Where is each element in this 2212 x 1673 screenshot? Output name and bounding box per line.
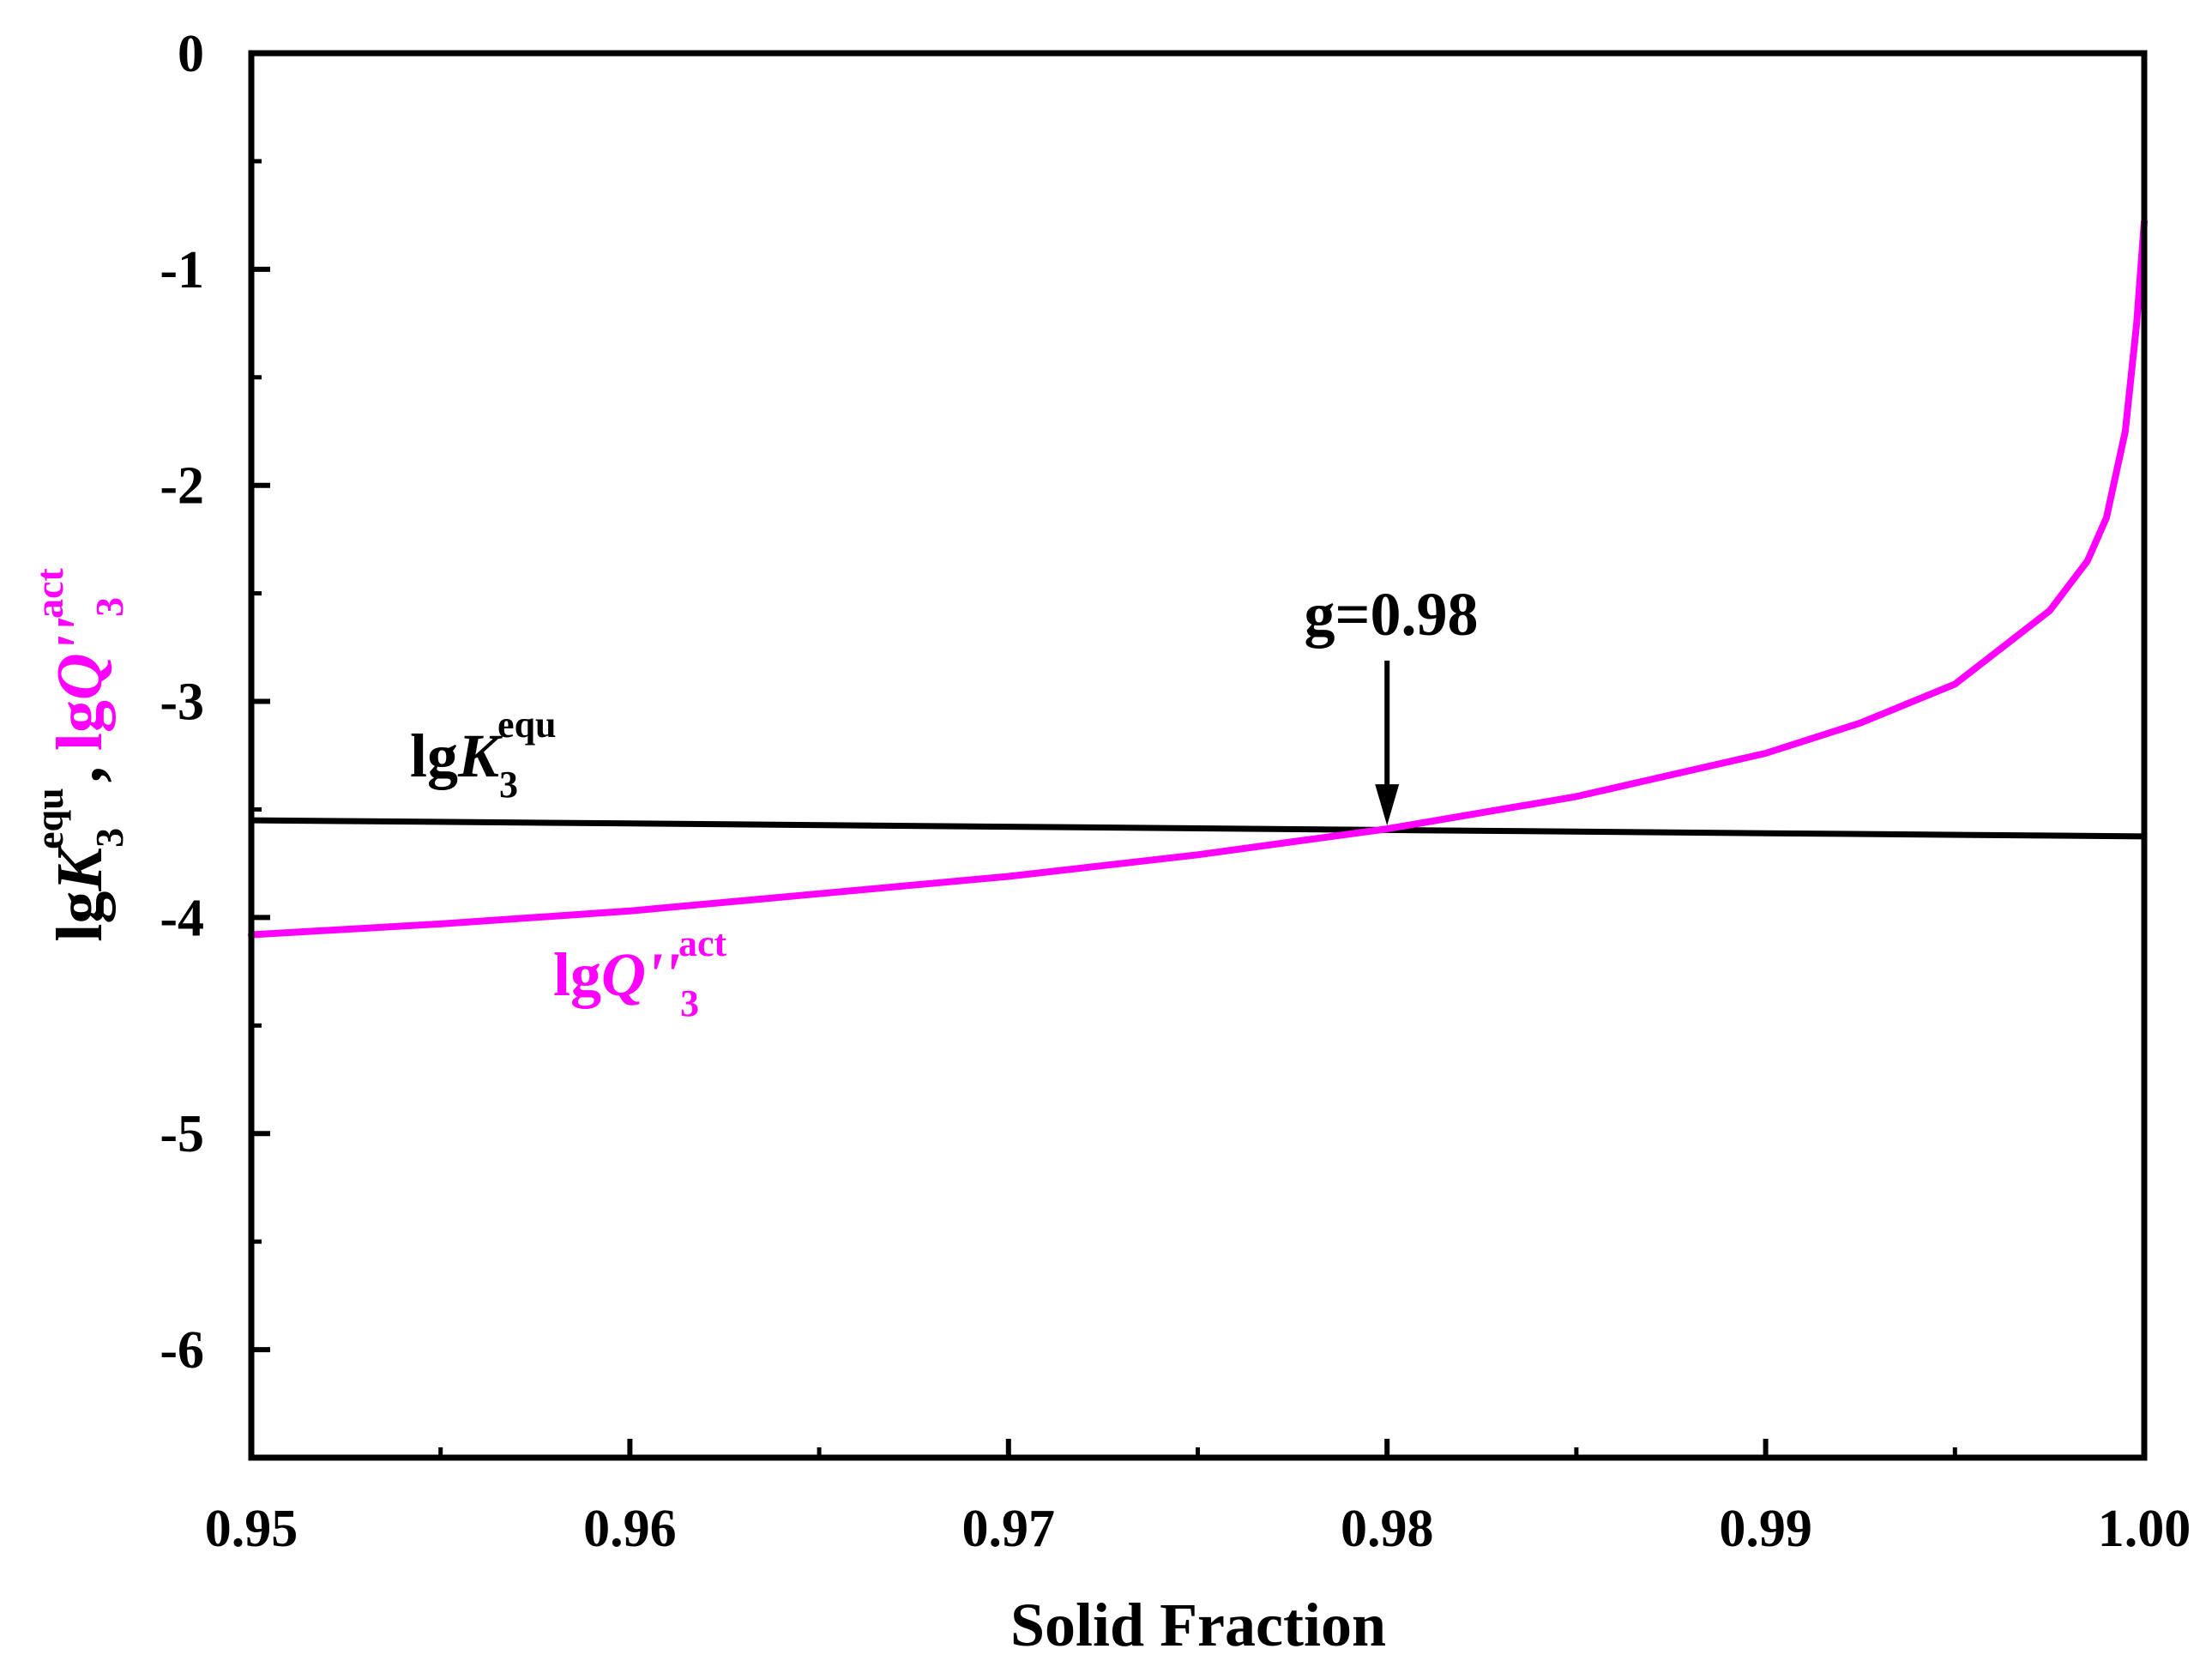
y-label-k-sup: equ [27,788,71,849]
y-label-q-sub: 3 [87,597,131,617]
q-label-sup: act [678,922,727,964]
series-layer [248,218,2148,939]
x-axis-label: Solid Fraction [1010,1591,1386,1659]
x-tick-label: 0.95 [205,1500,298,1558]
k-label-prefix: lg [410,722,458,790]
y-tick-label: -6 [160,1321,204,1380]
y-label-q-sup: act [27,568,71,619]
q-label-sub: 3 [680,982,699,1024]
x-tick-label: 0.98 [1341,1500,1434,1558]
y-tick-labels: 0 -1 -2 -3 -4 -5 -6 [160,25,204,1380]
series-line-k [248,817,2148,840]
arrow-label: g=0.98 [1304,580,1478,649]
y-label-k-prefix: lg [44,891,116,942]
y-label-q-symbol: Q'' [44,617,116,700]
y-tick-label: 0 [178,25,204,83]
x-tick-label: 1.00 [2098,1500,2191,1558]
x-tick-labels: 0.95 0.96 0.97 0.98 0.99 1.00 [205,1500,2191,1558]
y-tick-label: -2 [160,457,204,516]
y-tick-label: -3 [160,673,204,732]
y-axis-label: lgK3equ,lgQ''3act [27,568,131,942]
y-label-separator: , [44,766,116,782]
y-label-k-symbol: K [44,844,116,892]
arrow-head [1375,784,1400,826]
k-label-sup: equ [497,704,556,746]
ticks-layer [249,51,2147,1460]
k-label-symbol: K [457,722,503,790]
y-label-q-prefix: lg [44,700,116,751]
y-label-k-sub: 3 [87,828,131,848]
x-tick-label: 0.97 [962,1500,1056,1558]
x-tick-label: 0.96 [583,1500,677,1558]
plot-frame [248,50,2148,1461]
y-tick-label: -1 [160,241,204,299]
svg-text:lgK3equ,lgQ''3act: lgK3equ,lgQ''3act [27,568,131,942]
y-tick-label: -4 [160,889,204,947]
q-series-label: lgQ''3 act [553,922,727,1024]
q-label-prefix: lg [553,940,601,1009]
y-tick-label: -5 [160,1105,204,1163]
x-tick-label: 0.99 [1719,1500,1812,1558]
arrow-annotation [1375,661,1400,826]
k-series-label: lgK3 equ [410,704,557,806]
series-line-q [248,218,2148,939]
q-label-symbol: Q'' [601,940,680,1009]
k-label-sub: 3 [499,764,518,806]
